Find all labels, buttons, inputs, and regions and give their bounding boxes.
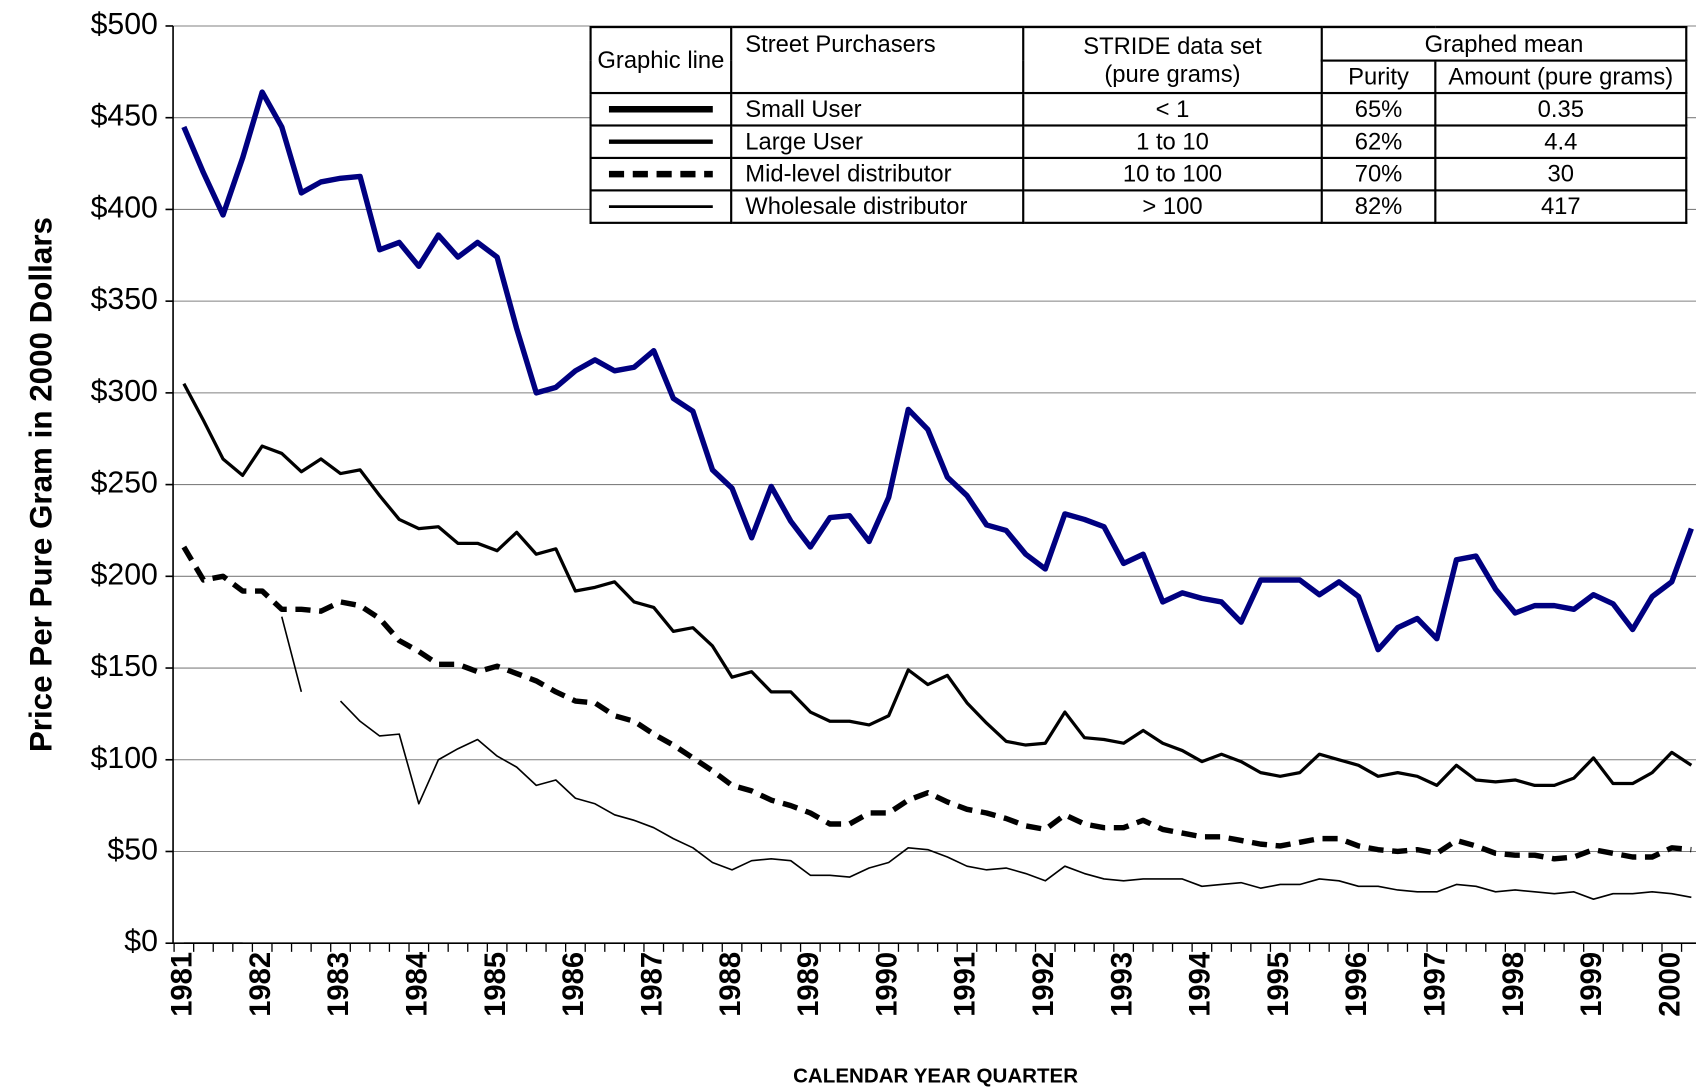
x-axis-label: CALENDAR YEAR QUARTER — [793, 1065, 1078, 1088]
y-tick-label: $50 — [107, 833, 157, 866]
x-tick-label: 1998 — [1498, 952, 1530, 1017]
y-tick-label: $450 — [91, 100, 158, 133]
y-tick-label: $300 — [91, 375, 158, 408]
legend-sample-cell — [589, 156, 733, 192]
x-tick-label: 1983 — [323, 952, 355, 1017]
y-tick-label: $350 — [91, 283, 158, 316]
header-cell: Amount (pure grams) — [1434, 59, 1688, 95]
legend-cell: 10 to 100 — [1022, 156, 1323, 192]
legend-cell: 70% — [1320, 156, 1437, 192]
legend-row: Small User < 1 65% 0.35 — [589, 91, 1688, 127]
legend-cell: Mid-level distributor — [730, 156, 1025, 192]
legend-row: Large User 1 to 10 62% 4.4 — [589, 124, 1688, 160]
x-tick-label: 1999 — [1576, 952, 1608, 1017]
x-tick-label: 1982 — [245, 952, 277, 1017]
y-tick-label: $100 — [91, 742, 158, 775]
series-line — [181, 545, 1692, 862]
legend-cell: 82% — [1320, 189, 1437, 224]
y-tick-label: $250 — [91, 467, 158, 500]
x-tick-label: 1984 — [402, 951, 434, 1017]
legend-swatch — [608, 106, 713, 113]
x-tick-label: 1987 — [636, 952, 668, 1017]
x-tick-label: 1990 — [871, 952, 903, 1017]
y-tick-label: $150 — [91, 650, 158, 683]
x-tick-label: 1995 — [1263, 952, 1295, 1017]
legend-cell: > 100 — [1022, 189, 1323, 224]
x-tick-label: 1993 — [1106, 952, 1138, 1017]
x-tick-label: 1985 — [480, 952, 512, 1017]
y-axis-label: Price Per Pure Gram in 2000 Dollars — [24, 217, 59, 752]
legend-swatch — [608, 139, 713, 144]
legend-row: Mid-level distributor 10 to 100 70% 30 — [589, 156, 1688, 192]
legend-cell: 417 — [1434, 189, 1688, 224]
x-tick-label: 1991 — [950, 952, 982, 1017]
x-tick-label: 1997 — [1420, 952, 1452, 1017]
legend-cell: Wholesale distributor — [730, 189, 1025, 224]
header-cell: STRIDE data set (pure grams) — [1022, 25, 1323, 95]
x-tick-label: 1988 — [715, 952, 747, 1017]
x-tick-label: 2000 — [1654, 952, 1686, 1017]
x-tick-label: 1994 — [1185, 951, 1217, 1017]
y-tick-label: $200 — [91, 558, 158, 591]
x-tick-label: 1996 — [1341, 952, 1373, 1017]
legend-cell: 62% — [1320, 124, 1437, 160]
x-tick-label: 1989 — [793, 952, 825, 1017]
header-cell: Graphed mean — [1320, 25, 1688, 62]
x-tick-label: 1981 — [167, 952, 199, 1017]
legend-sample-cell — [589, 189, 733, 224]
legend-rows: Small User < 1 65% 0.35 Large User 1 to 10 62%… — [589, 91, 1688, 224]
legend-table: Graphic line Street Purchasers STRIDE da… — [589, 25, 1688, 224]
header-cell: Street Purchasers — [730, 25, 1025, 95]
legend-cell: 30 — [1434, 156, 1688, 192]
legend-swatch — [608, 205, 713, 208]
legend-cell: Small User — [730, 91, 1025, 127]
series-line — [183, 616, 1692, 945]
legend-sample-cell — [589, 91, 733, 127]
series-line — [182, 382, 1693, 788]
x-tick-label: 1986 — [558, 952, 590, 1017]
y-tick-label: $400 — [91, 191, 158, 224]
legend-swatch — [608, 170, 713, 178]
header-cell: Graphic line — [589, 25, 733, 95]
legend: Graphic line Street Purchasers STRIDE da… — [589, 25, 1688, 224]
y-tick-label: $0 — [124, 925, 158, 958]
legend-cell: 65% — [1320, 91, 1437, 127]
y-tick-label: $500 — [91, 8, 158, 41]
x-tick-label: 1992 — [1028, 952, 1060, 1017]
legend-cell: < 1 — [1022, 91, 1323, 127]
header-cell: Purity — [1320, 59, 1437, 95]
legend-cell: 1 to 10 — [1022, 124, 1323, 160]
legend-sample-cell — [589, 124, 733, 160]
legend-row: Wholesale distributor > 100 82% 417 — [589, 189, 1688, 224]
legend-box: Graphic line Street Purchasers STRIDE da… — [589, 25, 1688, 224]
series-line — [181, 89, 1694, 653]
legend-cell: Large User — [730, 124, 1025, 160]
legend-cell: 0.35 — [1434, 91, 1688, 127]
legend-cell: 4.4 — [1434, 124, 1688, 160]
